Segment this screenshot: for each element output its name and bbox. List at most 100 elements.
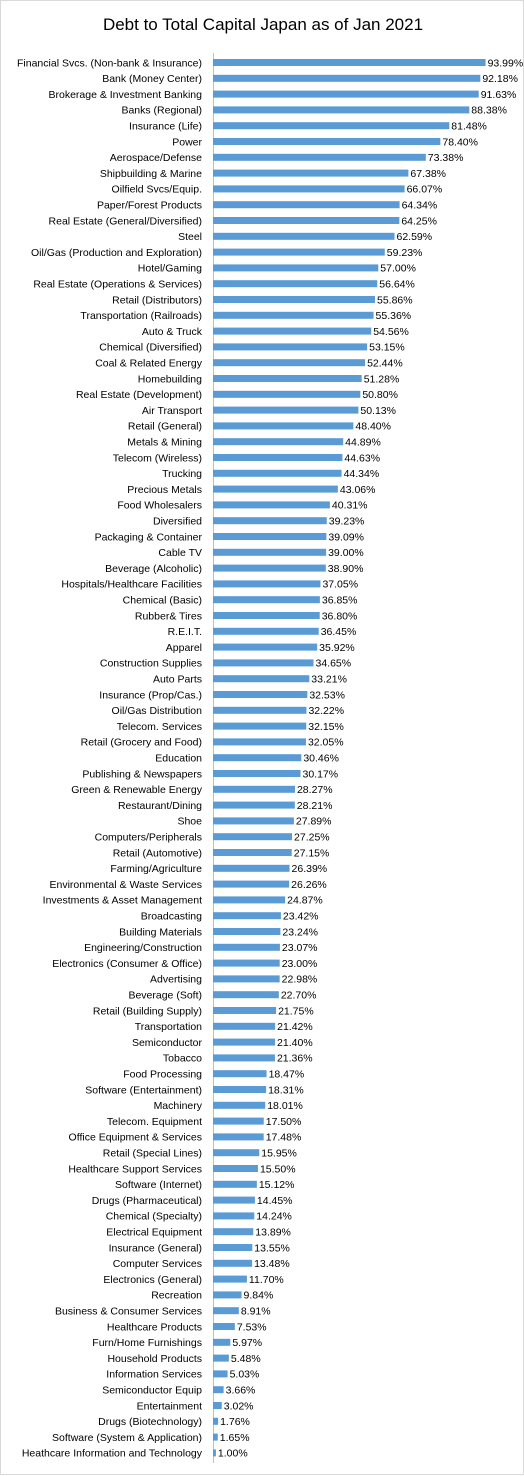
bar — [213, 912, 281, 920]
data-label: 30.17% — [302, 768, 338, 780]
data-label: 44.63% — [344, 452, 380, 464]
bar — [213, 327, 372, 335]
bar — [213, 1022, 276, 1030]
bar — [213, 1228, 254, 1236]
bar — [213, 1291, 242, 1299]
data-label: 15.12% — [259, 1179, 295, 1191]
data-label: 1.00% — [218, 1448, 248, 1460]
data-label: 39.23% — [329, 516, 365, 528]
category-label: Coal & Related Energy — [95, 358, 203, 370]
data-label: 17.50% — [266, 1116, 302, 1128]
category-label: Cable TV — [158, 547, 202, 559]
bar — [213, 1259, 253, 1267]
data-label: 33.21% — [311, 674, 347, 686]
bar — [213, 1086, 267, 1093]
category-label: Beverage (Alcoholic) — [105, 563, 202, 575]
bar — [213, 849, 292, 856]
data-label: 37.05% — [322, 579, 358, 591]
bar — [213, 548, 327, 556]
bar — [213, 643, 318, 651]
data-label: 36.80% — [322, 610, 358, 622]
bar — [213, 90, 479, 98]
category-label: Healthcare Products — [107, 1321, 202, 1333]
category-label: Insurance (Prop/Cas.) — [99, 689, 202, 701]
bar — [213, 675, 310, 683]
category-label: Retail (Automotive) — [113, 847, 202, 859]
data-label: 26.39% — [292, 863, 328, 875]
data-label: 53.15% — [369, 342, 405, 354]
bar — [213, 169, 409, 177]
category-label: Restaurant/Dining — [118, 800, 202, 812]
bar — [213, 801, 295, 809]
bar — [213, 754, 302, 762]
bar — [213, 74, 481, 82]
data-label: 8.91% — [241, 1306, 271, 1318]
category-label: Publishing & Newspapers — [82, 768, 202, 780]
data-label: 21.42% — [277, 1021, 313, 1033]
data-label: 57.00% — [380, 263, 416, 275]
bar — [213, 1275, 247, 1283]
bar — [213, 1196, 255, 1204]
data-label: 55.36% — [376, 310, 412, 322]
category-label: Computer Services — [113, 1258, 202, 1270]
category-label: Business & Consumer Services — [55, 1306, 202, 1318]
category-label: Computers/Peripherals — [95, 832, 202, 844]
category-label: Drugs (Biotechnology) — [98, 1416, 202, 1428]
category-label: Paper/Forest Products — [97, 200, 202, 212]
bar — [213, 390, 361, 398]
data-label: 23.42% — [283, 911, 319, 923]
bar — [213, 122, 450, 130]
data-label: 51.28% — [364, 373, 400, 385]
category-label: Trucking — [162, 468, 202, 480]
bar — [213, 738, 306, 746]
category-label: Recreation — [151, 1290, 202, 1302]
data-label: 44.89% — [345, 437, 381, 449]
data-label: 27.25% — [294, 832, 330, 844]
category-label: Homebuilding — [138, 373, 202, 385]
category-label: Education — [155, 753, 202, 765]
data-label: 81.48% — [451, 121, 487, 133]
category-label: Apparel — [166, 642, 202, 654]
category-label: Software (System & Application) — [52, 1432, 202, 1444]
bar — [213, 217, 400, 224]
bar — [213, 612, 320, 619]
category-label: Semiconductor — [132, 1037, 203, 1049]
bar — [213, 375, 362, 382]
category-label: Auto Parts — [153, 674, 202, 686]
data-label: 18.01% — [267, 1100, 303, 1112]
bar — [213, 1433, 218, 1441]
bar — [213, 138, 441, 145]
category-label: Oil/Gas Distribution — [112, 705, 203, 717]
category-label: Rubber& Tires — [135, 610, 202, 622]
category-label: Software (Internet) — [115, 1179, 202, 1191]
data-label: 44.34% — [344, 468, 380, 480]
bar — [213, 1244, 253, 1251]
data-label: 5.03% — [230, 1369, 260, 1381]
bar — [213, 722, 307, 730]
chart-title: Debt to Total Capital Japan as of Jan 20… — [103, 15, 423, 34]
category-label: Air Transport — [142, 405, 202, 417]
data-label: 50.13% — [360, 405, 396, 417]
category-label: Building Materials — [119, 926, 202, 938]
data-label: 43.06% — [340, 484, 376, 496]
data-label: 38.90% — [328, 563, 364, 575]
category-label: Entertainment — [137, 1400, 202, 1412]
category-label: Transportation (Railroads) — [80, 310, 202, 322]
category-label: Steel — [178, 231, 202, 243]
category-label: Packaging & Container — [95, 531, 203, 543]
bars-group: Financial Svcs. (Non-bank & Insurance) 93… — [17, 57, 523, 1459]
bar — [213, 232, 395, 240]
category-label: Machinery — [154, 1100, 203, 1112]
bar — [213, 406, 359, 414]
bar — [213, 596, 320, 604]
category-label: Food Processing — [123, 1069, 202, 1081]
data-label: 92.18% — [482, 73, 518, 85]
data-label: 62.59% — [397, 231, 433, 243]
data-label: 59.23% — [387, 247, 423, 259]
category-label: Telecom (Wireless) — [113, 452, 202, 464]
category-label: Chemical (Basic) — [123, 595, 202, 607]
bar — [213, 975, 280, 983]
data-label: 34.65% — [315, 658, 351, 670]
category-label: Chemical (Diversified) — [99, 342, 202, 354]
bar — [213, 485, 338, 493]
